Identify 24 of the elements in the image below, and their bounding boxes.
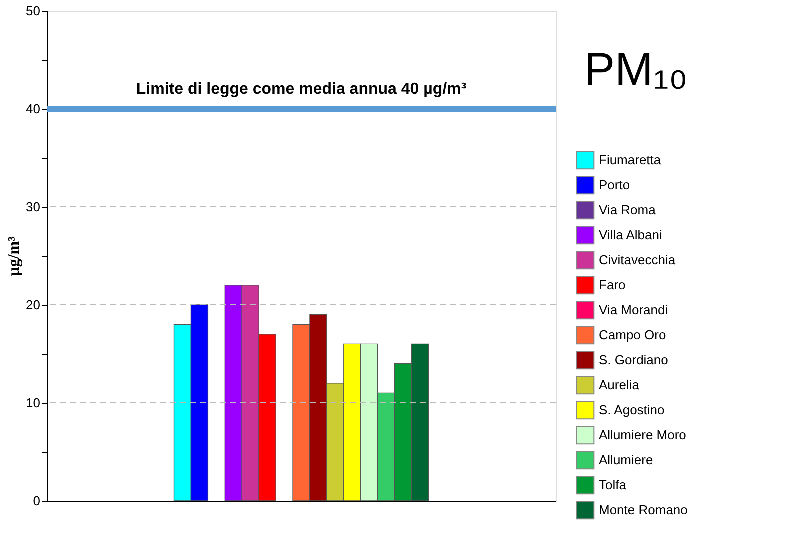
y-axis-title: µg/m³ [6, 236, 24, 276]
legend-label: Fiumaretta [599, 152, 662, 168]
legend-label: Campo Oro [599, 328, 666, 342]
legend-label: Allumiere [599, 452, 654, 468]
text: PM₁₀ [584, 43, 688, 95]
legend-label: Via Roma [599, 202, 657, 218]
y-tick-label: 30 [26, 200, 40, 214]
y-tick-label: 20 [26, 298, 40, 312]
y-tick-label: 0 [33, 494, 40, 508]
legend-label: Porto [599, 178, 630, 192]
legend-label: Villa Albani [599, 228, 662, 242]
y-tick-label: 10 [26, 396, 40, 410]
y-tick-label: 40 [26, 102, 40, 116]
legend-label: Tolfa [599, 478, 628, 492]
legend-label: Faro [599, 278, 626, 292]
y-tick-label: 50 [26, 4, 40, 18]
legend-label: Allumiere Moro [599, 428, 686, 442]
legend-label: Monte Romano [599, 502, 688, 518]
legend-label: Aurelia [599, 378, 640, 392]
legend-label: S. Agostino [599, 402, 665, 418]
legend-label: Civitavecchia [599, 252, 676, 268]
legend-label: S. Gordiano [599, 352, 668, 368]
legend-label: Via Morandi [599, 302, 668, 318]
ref-line-label: Limite di legge come media annua 40 µg/m³ [136, 81, 467, 98]
